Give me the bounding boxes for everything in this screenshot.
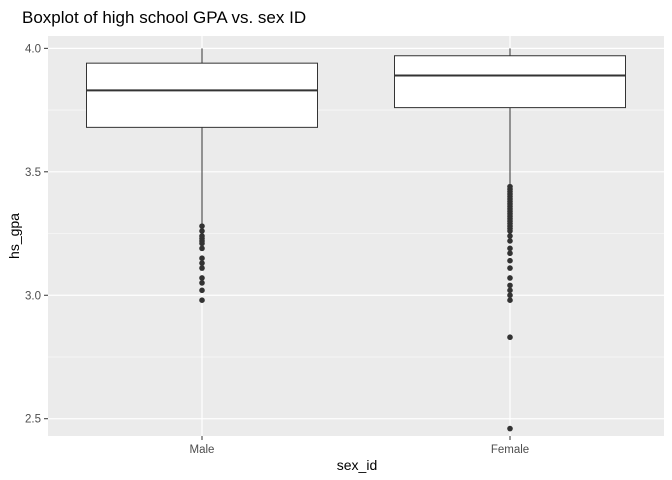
y-axis-title: hs_gpa (6, 213, 22, 259)
y-tick-label: 3.0 (25, 290, 41, 302)
x-tick-label: Female (491, 444, 529, 456)
outlier-point (199, 228, 205, 234)
boxplot-series (86, 48, 626, 432)
outlier-point (199, 297, 205, 303)
x-axis-title: sex_id (337, 457, 377, 473)
y-tick-label: 2.5 (25, 414, 41, 426)
outlier-point (507, 334, 513, 341)
chart-title: Boxplot of high school GPA vs. sex ID (22, 8, 306, 27)
outlier-point (199, 245, 205, 252)
iqr-box (394, 55, 626, 109)
outlier-point (199, 275, 205, 281)
outlier-point (507, 425, 513, 432)
outlier-point (199, 280, 205, 286)
outlier-point (199, 260, 205, 266)
outlier-point (199, 223, 205, 229)
outlier-point (507, 250, 513, 257)
outlier-point (507, 292, 513, 299)
box-male (86, 48, 318, 303)
x-tick-label: Male (190, 444, 215, 456)
outlier-point (507, 287, 513, 294)
outlier-point (507, 233, 513, 239)
y-tick-label: 3.5 (25, 167, 41, 179)
outlier-point (507, 275, 513, 281)
outlier-point (507, 282, 513, 289)
outlier-point (507, 228, 513, 234)
y-tick-label: 4.0 (25, 43, 41, 55)
outlier-point (507, 257, 513, 264)
iqr-box (86, 62, 318, 128)
outlier-point (507, 245, 513, 252)
outlier-point (507, 297, 513, 303)
outlier-point (199, 265, 205, 271)
x-axis: Male Female (190, 436, 529, 456)
outlier-point (507, 238, 513, 244)
outlier-point (199, 287, 205, 294)
outlier-point (199, 240, 205, 247)
y-axis: 2.5 3.0 3.5 4.0 (25, 43, 48, 426)
outlier-point (507, 265, 513, 271)
outlier-point (199, 255, 205, 262)
box-female (394, 48, 626, 432)
